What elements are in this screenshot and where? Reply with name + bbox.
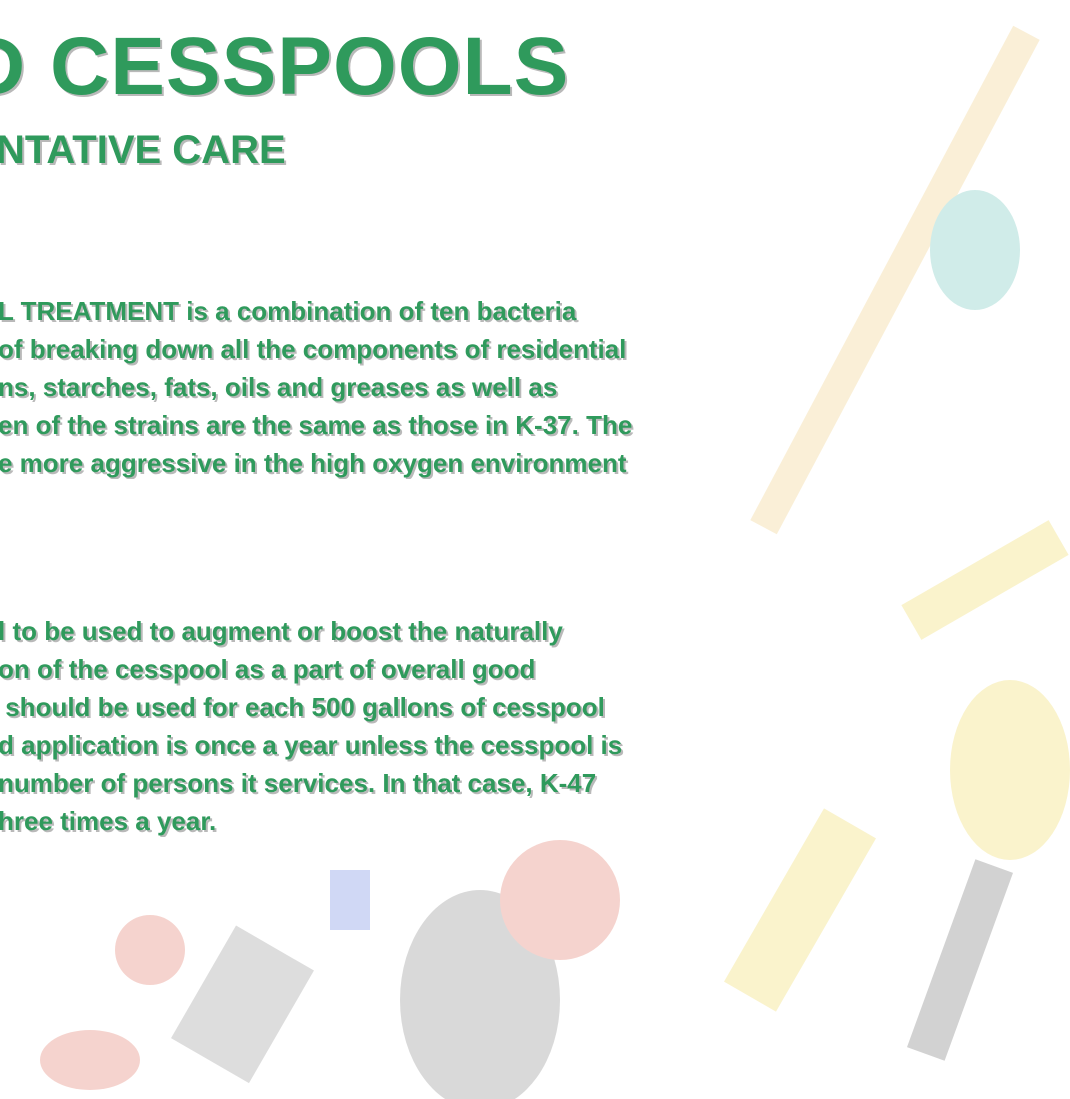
subtitle: NTATIVE CARE xyxy=(0,128,286,173)
paragraph-line: L TREATMENT is a combination of ten bact… xyxy=(0,296,576,327)
paragraph-line: l to be used to augment or boost the nat… xyxy=(0,616,563,647)
paragraph-line: number of persons it services. In that c… xyxy=(0,768,596,799)
page: D CESSPOOLS NTATIVE CARE L TREATMENT is … xyxy=(0,0,1070,1099)
title: D CESSPOOLS xyxy=(0,20,569,114)
paragraph-line: ns, starches, fats, oils and greases as … xyxy=(0,372,557,403)
paragraph-line: hree times a year. xyxy=(0,806,216,837)
paragraph-line: on of the cesspool as a part of overall … xyxy=(0,654,535,685)
paragraph-line: should be used for each 500 gallons of c… xyxy=(0,692,605,723)
paragraph-line: d application is once a year unless the … xyxy=(0,730,622,761)
paragraph-line: e more aggressive in the high oxygen env… xyxy=(0,448,627,479)
paragraph-line: of breaking down all the components of r… xyxy=(0,334,626,365)
paragraph-line: en of the strains are the same as those … xyxy=(0,410,632,441)
